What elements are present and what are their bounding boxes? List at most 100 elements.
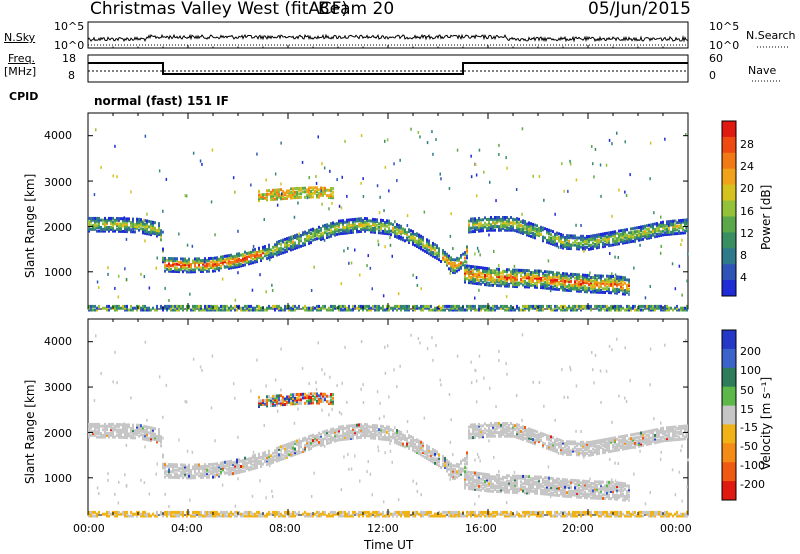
velocity-cell <box>296 439 298 443</box>
velocity-cell <box>290 397 292 400</box>
power-cell <box>524 306 526 310</box>
power-cell <box>408 230 410 234</box>
power-cell <box>468 281 470 285</box>
velocity-cell <box>292 395 294 399</box>
power-cell <box>418 306 420 310</box>
power-cell <box>632 234 634 238</box>
velocity-cell <box>430 450 432 454</box>
velocity-cell <box>320 433 322 436</box>
power-cell <box>538 304 540 308</box>
velocity-cell <box>96 512 98 516</box>
power-cell <box>478 218 480 222</box>
power-speckle <box>475 173 478 177</box>
power-cell <box>492 225 494 229</box>
velocity-cell <box>366 426 368 430</box>
power-cbar-tick-12: 12 <box>740 227 754 240</box>
velocity-cell <box>230 510 232 514</box>
power-cell <box>548 228 550 232</box>
velocity-cell <box>198 468 200 472</box>
velocity-cell <box>214 473 216 477</box>
power-cell <box>146 232 148 236</box>
power-cell <box>594 304 596 308</box>
velocity-cell <box>426 457 428 460</box>
velocity-cell <box>254 457 256 461</box>
power-cell <box>520 268 522 272</box>
velocity-cell <box>366 423 368 427</box>
power-cell <box>464 264 466 268</box>
power-cell <box>580 284 582 288</box>
power-cell <box>450 256 452 260</box>
power-cell <box>662 222 664 226</box>
power-cell <box>478 278 480 282</box>
power-cell <box>458 262 460 266</box>
power-cell <box>480 227 482 231</box>
power-cell <box>560 279 562 283</box>
velocity-cell <box>342 425 344 429</box>
power-cell <box>516 285 518 289</box>
power-cell <box>100 218 102 222</box>
power-cell <box>500 271 502 275</box>
velocity-cell <box>130 430 132 434</box>
power-cell <box>266 189 268 193</box>
velocity-cell <box>414 442 416 446</box>
power-cell <box>302 306 304 310</box>
velocity-cell <box>384 428 386 432</box>
power-cell <box>274 192 276 196</box>
velocity-cell <box>106 426 108 430</box>
velocity-cell <box>414 446 416 450</box>
power-cell <box>140 220 142 223</box>
power-cell <box>556 237 558 240</box>
power-cell <box>504 277 506 281</box>
power-cell <box>506 306 508 310</box>
power-cell <box>480 282 482 286</box>
power-cell <box>494 278 496 282</box>
power-cell <box>348 231 350 235</box>
power-cell <box>318 191 320 195</box>
power-cell <box>310 237 312 241</box>
velocity-cell <box>214 466 216 470</box>
power-cell <box>664 225 666 229</box>
power-cell <box>400 232 402 236</box>
power-cell <box>658 306 660 310</box>
velocity-cell <box>112 426 114 430</box>
power-speckle <box>124 267 126 271</box>
power-cell <box>596 246 598 250</box>
velocity-cell <box>138 429 140 433</box>
velocity-cell <box>360 510 362 514</box>
power-cell <box>624 278 626 282</box>
power-cell <box>474 228 476 232</box>
power-cell <box>640 234 642 238</box>
velocity-cell <box>210 470 212 474</box>
power-cell <box>472 279 474 283</box>
velocity-cell <box>178 510 180 514</box>
power-cell <box>374 219 376 223</box>
power-cell <box>486 223 488 227</box>
power-cell <box>610 282 612 286</box>
power-cell <box>628 304 630 308</box>
power-cell <box>634 226 636 230</box>
power-cell <box>346 220 348 224</box>
velocity-cell <box>218 512 220 516</box>
power-cell <box>168 257 170 260</box>
power-speckle <box>449 234 452 238</box>
velocity-cell <box>108 435 110 439</box>
power-cell <box>622 234 624 238</box>
velocity-cell <box>360 425 362 428</box>
velocity-cell <box>330 440 332 444</box>
power-cell <box>236 252 238 256</box>
velocity-cell <box>312 401 314 405</box>
power-cell <box>566 272 568 276</box>
power-speckle <box>340 206 343 210</box>
power-cell <box>476 273 478 276</box>
velocity-cell <box>376 426 378 430</box>
power-cell <box>150 224 152 227</box>
velocity-cell <box>132 425 134 429</box>
power-cell <box>288 247 290 251</box>
velocity-cell <box>258 460 260 464</box>
velocity-cell <box>406 437 408 441</box>
power-cell <box>184 264 186 268</box>
velocity-cell <box>188 510 190 514</box>
velocity-cell <box>206 464 208 468</box>
power-cell <box>542 282 544 286</box>
power-cell <box>336 227 338 231</box>
